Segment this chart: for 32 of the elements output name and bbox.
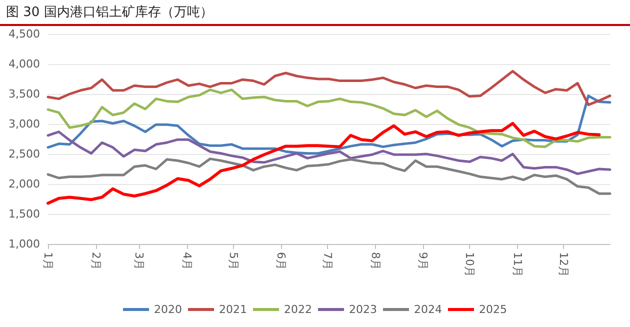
x-tick-label: 6月 bbox=[274, 252, 288, 270]
x-tick-label: 2月 bbox=[89, 252, 102, 270]
legend-label: 2025 bbox=[478, 303, 507, 316]
legend-label: 2020 bbox=[154, 303, 182, 316]
legend-label: 2024 bbox=[414, 303, 442, 316]
x-tick-label: 3月 bbox=[132, 252, 146, 270]
x-tick-label: 4月 bbox=[180, 252, 194, 270]
y-tick-label: 1,500 bbox=[8, 208, 40, 220]
x-tick-label: 9月 bbox=[416, 252, 430, 270]
x-tick-label: 10月 bbox=[463, 252, 476, 277]
y-tick-label: 3,000 bbox=[8, 118, 40, 130]
x-tick-label: 12月 bbox=[557, 252, 570, 277]
y-tick-label: 3,500 bbox=[8, 88, 40, 100]
x-tick-label: 11月 bbox=[510, 252, 524, 277]
y-tick-label: 1,000 bbox=[8, 238, 40, 250]
y-tick-label: 4,000 bbox=[8, 58, 40, 70]
x-tick-label: 8月 bbox=[368, 252, 382, 270]
legend-label: 2023 bbox=[349, 303, 377, 316]
x-tick-label: 7月 bbox=[320, 252, 334, 270]
line-series bbox=[46, 88, 612, 148]
line-series bbox=[46, 158, 612, 195]
y-tick-label: 2,000 bbox=[8, 178, 40, 190]
y-tick-label: 2,500 bbox=[8, 148, 40, 160]
x-tick-label: 5月 bbox=[226, 252, 240, 270]
chart-title: 图 30 国内港口铝土矿库存（万吨） bbox=[0, 0, 630, 26]
line-series bbox=[46, 70, 612, 106]
legend-label: 2021 bbox=[219, 303, 248, 316]
y-tick-label: 4,500 bbox=[8, 28, 40, 40]
line-series bbox=[46, 122, 601, 205]
line-series bbox=[46, 130, 612, 176]
legend-label: 2022 bbox=[284, 303, 312, 316]
x-tick-label: 1月 bbox=[42, 252, 54, 270]
